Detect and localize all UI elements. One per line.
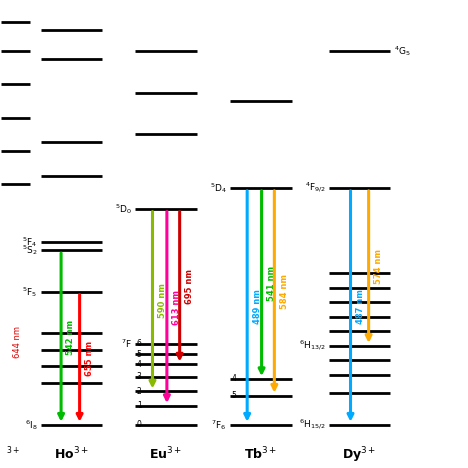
Text: 489 nm: 489 nm bbox=[253, 289, 262, 324]
Text: $^4$F$_{9/2}$: $^4$F$_{9/2}$ bbox=[305, 181, 325, 195]
Text: 590 nm: 590 nm bbox=[158, 283, 167, 318]
Text: 655 nm: 655 nm bbox=[85, 341, 94, 376]
Text: $^{3+}$: $^{3+}$ bbox=[6, 446, 20, 455]
Text: 5: 5 bbox=[137, 350, 142, 358]
Text: 613 nm: 613 nm bbox=[172, 290, 181, 325]
Text: 487 nm: 487 nm bbox=[356, 289, 365, 324]
Text: 541 nm: 541 nm bbox=[267, 266, 276, 301]
Text: $^5$S$_2$: $^5$S$_2$ bbox=[22, 243, 37, 257]
Text: Ho$^{3+}$: Ho$^{3+}$ bbox=[54, 446, 89, 462]
Text: $^6$I$_8$: $^6$I$_8$ bbox=[25, 417, 37, 431]
Text: 4: 4 bbox=[232, 374, 236, 383]
Text: Eu$^{3+}$: Eu$^{3+}$ bbox=[149, 446, 183, 462]
Text: $^7$F: $^7$F bbox=[121, 337, 132, 350]
Text: 695 nm: 695 nm bbox=[185, 269, 194, 304]
Text: Tb$^{3+}$: Tb$^{3+}$ bbox=[244, 446, 278, 462]
Text: Dy$^{3+}$: Dy$^{3+}$ bbox=[343, 446, 377, 465]
Text: $^5$F$_5$: $^5$F$_5$ bbox=[22, 285, 37, 299]
Text: 2: 2 bbox=[137, 387, 142, 396]
Text: 644 nm: 644 nm bbox=[14, 326, 22, 358]
Text: $^6$H$_{15/2}$: $^6$H$_{15/2}$ bbox=[299, 417, 325, 431]
Text: 5: 5 bbox=[232, 391, 236, 400]
Text: 542 nm: 542 nm bbox=[66, 320, 75, 355]
Text: 4: 4 bbox=[137, 360, 142, 369]
Text: 3: 3 bbox=[137, 373, 142, 381]
Text: $^5$D$_0$: $^5$D$_0$ bbox=[115, 202, 132, 216]
Text: 0: 0 bbox=[137, 420, 142, 429]
Text: $^5$D$_4$: $^5$D$_4$ bbox=[210, 181, 227, 195]
Text: 1: 1 bbox=[137, 402, 142, 410]
Text: $^4$G$_5$: $^4$G$_5$ bbox=[394, 44, 410, 58]
Text: $^7$F$_6$: $^7$F$_6$ bbox=[211, 417, 227, 431]
Text: $^6$H$_{13/2}$: $^6$H$_{13/2}$ bbox=[299, 339, 325, 353]
Text: 584 nm: 584 nm bbox=[280, 274, 289, 309]
Text: 6: 6 bbox=[137, 339, 142, 348]
Text: $^5$F$_4$: $^5$F$_4$ bbox=[22, 235, 37, 249]
Text: 574 nm: 574 nm bbox=[374, 249, 383, 285]
